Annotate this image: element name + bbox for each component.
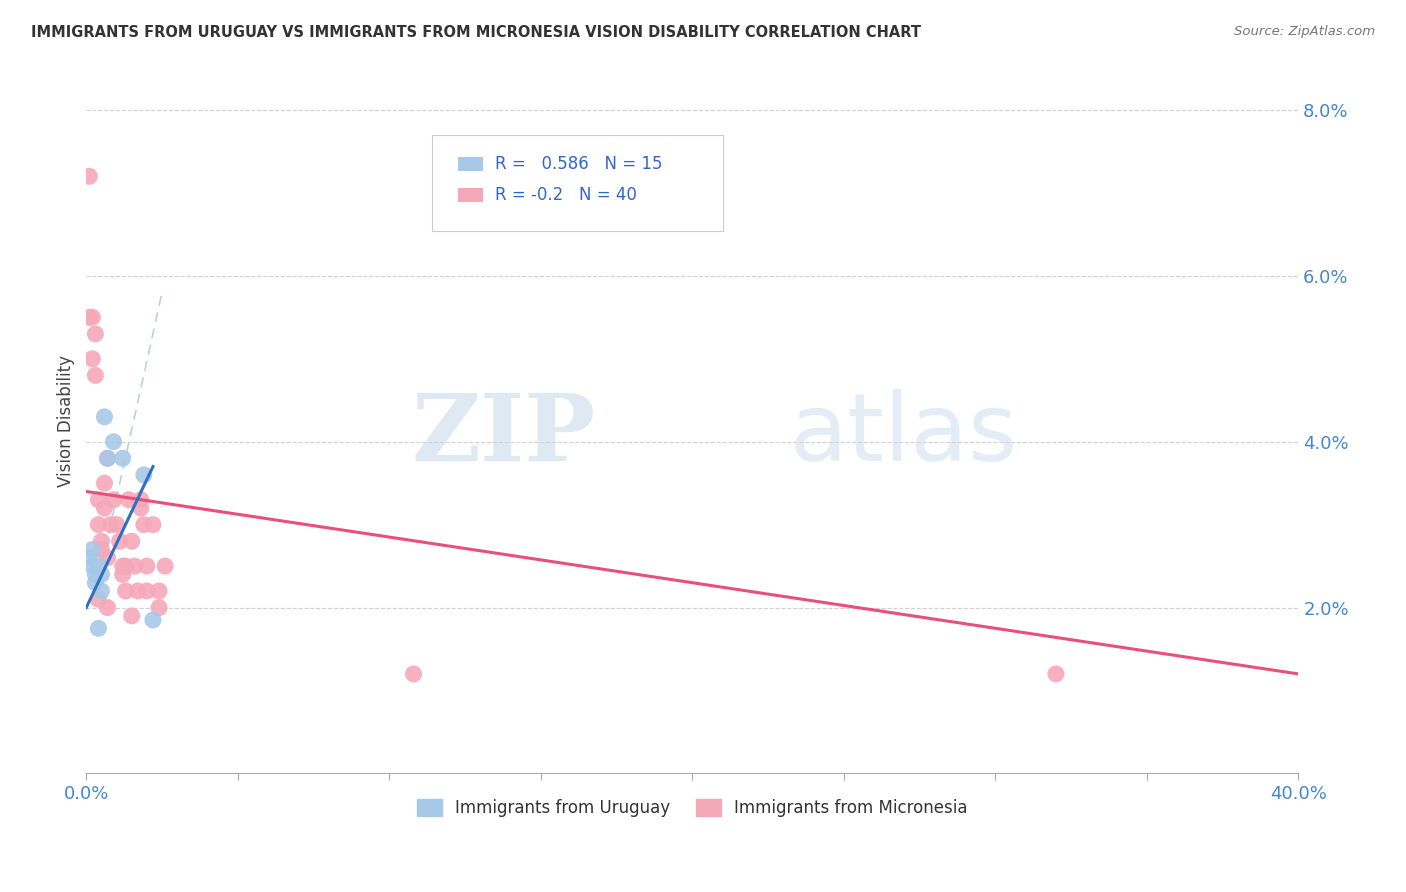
Point xyxy=(93,501,115,516)
Point xyxy=(121,608,143,623)
Point xyxy=(87,592,110,607)
Point xyxy=(105,517,128,532)
Point xyxy=(79,169,101,184)
Point xyxy=(84,567,107,582)
Point xyxy=(114,584,136,599)
FancyBboxPatch shape xyxy=(458,157,482,170)
Point xyxy=(118,492,141,507)
Point xyxy=(114,559,136,574)
Point xyxy=(82,310,104,325)
Text: ZIP: ZIP xyxy=(411,390,595,480)
Point xyxy=(84,368,107,383)
Point xyxy=(121,534,143,549)
FancyBboxPatch shape xyxy=(432,136,723,231)
Point xyxy=(96,550,118,565)
Text: atlas: atlas xyxy=(789,389,1018,481)
Y-axis label: Vision Disability: Vision Disability xyxy=(58,355,75,487)
Point xyxy=(96,451,118,466)
Point xyxy=(142,517,165,532)
Point xyxy=(103,434,125,449)
Point xyxy=(96,451,118,466)
Point xyxy=(84,575,107,590)
Point xyxy=(108,534,131,549)
Point xyxy=(148,584,170,599)
Point xyxy=(79,310,101,325)
Point xyxy=(96,600,118,615)
Point xyxy=(90,534,112,549)
Point xyxy=(111,451,134,466)
Point xyxy=(127,584,149,599)
Point xyxy=(153,559,176,574)
Point xyxy=(1045,667,1067,681)
Text: R = -0.2   N = 40: R = -0.2 N = 40 xyxy=(495,186,637,204)
Point xyxy=(132,517,155,532)
Point xyxy=(402,667,425,681)
Point xyxy=(84,326,107,341)
Point xyxy=(82,542,104,557)
Point xyxy=(111,559,134,574)
Text: Source: ZipAtlas.com: Source: ZipAtlas.com xyxy=(1234,25,1375,38)
Point xyxy=(103,492,125,507)
Point xyxy=(90,567,112,582)
Point xyxy=(87,559,110,574)
Point xyxy=(87,621,110,635)
Point xyxy=(87,492,110,507)
Point xyxy=(129,492,152,507)
Text: R =   0.586   N = 15: R = 0.586 N = 15 xyxy=(495,154,662,173)
Point xyxy=(142,613,165,627)
Point xyxy=(90,542,112,557)
Point xyxy=(135,559,157,574)
Point xyxy=(82,559,104,574)
Legend: Immigrants from Uruguay, Immigrants from Micronesia: Immigrants from Uruguay, Immigrants from… xyxy=(409,790,976,825)
Point xyxy=(111,567,134,582)
Text: IMMIGRANTS FROM URUGUAY VS IMMIGRANTS FROM MICRONESIA VISION DISABILITY CORRELAT: IMMIGRANTS FROM URUGUAY VS IMMIGRANTS FR… xyxy=(31,25,921,40)
Point xyxy=(93,476,115,491)
Point xyxy=(148,600,170,615)
Point xyxy=(132,467,155,482)
Point xyxy=(87,517,110,532)
Point xyxy=(100,517,122,532)
Point xyxy=(90,584,112,599)
Point xyxy=(129,501,152,516)
Point xyxy=(79,550,101,565)
Point xyxy=(135,584,157,599)
Point xyxy=(124,559,146,574)
FancyBboxPatch shape xyxy=(458,188,482,202)
Point xyxy=(82,351,104,366)
Point xyxy=(93,409,115,424)
